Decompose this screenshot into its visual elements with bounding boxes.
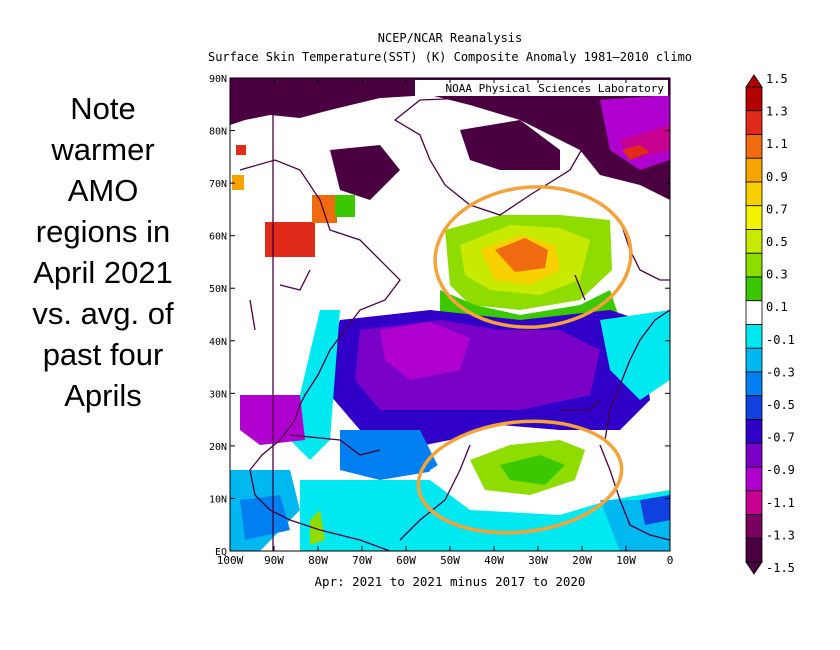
x-tick-label: 90W [264,554,284,567]
colorbar-label: 0.5 [766,235,788,249]
colorbar-swatch [745,300,763,325]
colorbar-label: -1.5 [766,561,795,575]
note-line: warmer [51,132,155,167]
x-tick-label: 70W [352,554,372,567]
colorbar-label: 1.1 [766,137,788,151]
colorbar-label: 0.1 [766,300,788,314]
x-tick-label: 40W [484,554,504,567]
y-tick-label: EQ [215,547,227,558]
x-tick-label: 20W [572,554,592,567]
y-tick-label: 20N [209,442,227,453]
note-line: past four [42,337,164,372]
colorbar-swatch [745,537,763,563]
y-tick-label: 70N [209,179,227,190]
colorbar-label: 0.9 [766,170,788,184]
x-tick-label: 100W [217,554,244,567]
colorbar-swatch [745,86,763,112]
colorbar-swatch [745,134,763,159]
colorbar: 1.5 1.3 1.1 0.9 0.7 0.5 0.3 0.1 -0.1 -0.3 -0.5 -0.7… [745,72,795,575]
annotation-circle-south [416,419,624,535]
colorbar-swatch [745,419,763,444]
credit-box [415,80,668,96]
y-tick-label: 50N [209,284,227,295]
colorbar-label: -1.3 [766,528,795,542]
y-tick-label: 80N [209,127,227,138]
colorbar-swatch [745,229,763,254]
y-tick-label: 30N [209,389,227,400]
note-line: Note [70,91,136,126]
x-tick-label: 50W [440,554,460,567]
colorbar-label: -0.3 [766,365,795,379]
colorbar-swatch [745,466,763,492]
y-tick-label: 40N [209,337,227,348]
colorbar-swatch [745,181,763,207]
colorbar-cap-top [745,74,763,88]
colorbar-label: -0.7 [766,431,795,445]
colorbar-label: 1.3 [766,105,788,119]
anomaly-field [230,78,670,551]
colorbar-label: -0.9 [766,463,795,477]
colorbar-label: -1.1 [766,496,795,510]
credit-text: NOAA Physical Sciences Laboratory [445,82,664,95]
colorbar-swatch [745,252,763,278]
annotation-circle-north [433,185,633,329]
colorbar-label: 0.3 [766,268,788,282]
colorbar-swatch [745,157,763,183]
note-text: Note warmer AMO regions in April 2021 vs… [14,88,192,416]
chart-subtitle: Surface Skin Temperature(SST) (K) Compos… [207,50,693,64]
colorbar-label: 0.7 [766,202,788,216]
colorbar-swatch [745,442,763,468]
map-caption: Apr: 2021 to 2021 minus 2017 to 2020 [314,574,586,589]
x-tick-label: 10W [616,554,636,567]
colorbar-label: -0.1 [766,333,795,347]
colorbar-label: 1.5 [766,72,788,86]
colorbar-swatch [745,490,763,515]
note-line: April 2021 [33,255,173,290]
colorbar-label: -0.5 [766,398,795,412]
colorbar-swatch [745,395,763,420]
note-line: regions in [35,214,171,249]
colorbar-swatch [745,205,763,230]
note-line: AMO [67,173,139,208]
x-tick-label: 80W [308,554,328,567]
colorbar-swatch [745,347,763,373]
y-tick-label: 90N [209,74,227,85]
colorbar-swatch [745,276,763,302]
note-line: vs. avg. of [32,296,174,331]
x-tick-label: 0 [667,554,674,567]
x-tick-label: 30W [528,554,548,567]
map-axes: 100W 90W 80W 70W 60W 50W 40W 30W 20W 10W 0 90N 80N 70… [209,74,673,567]
x-tick-label: 60W [396,554,416,567]
coastlines [239,97,670,551]
colorbar-swatch [745,324,763,349]
colorbar-swatch [745,514,763,539]
colorbar-swatch [745,371,763,397]
colorbar-swatch [745,110,763,135]
y-tick-label: 60N [209,232,227,243]
arctic-negative-region [230,78,670,200]
chart-title: NCEP/NCAR Reanalysis [377,31,523,45]
note-line: Aprils [64,378,142,413]
colorbar-cap-bottom [745,561,763,575]
y-tick-label: 10N [209,494,227,505]
